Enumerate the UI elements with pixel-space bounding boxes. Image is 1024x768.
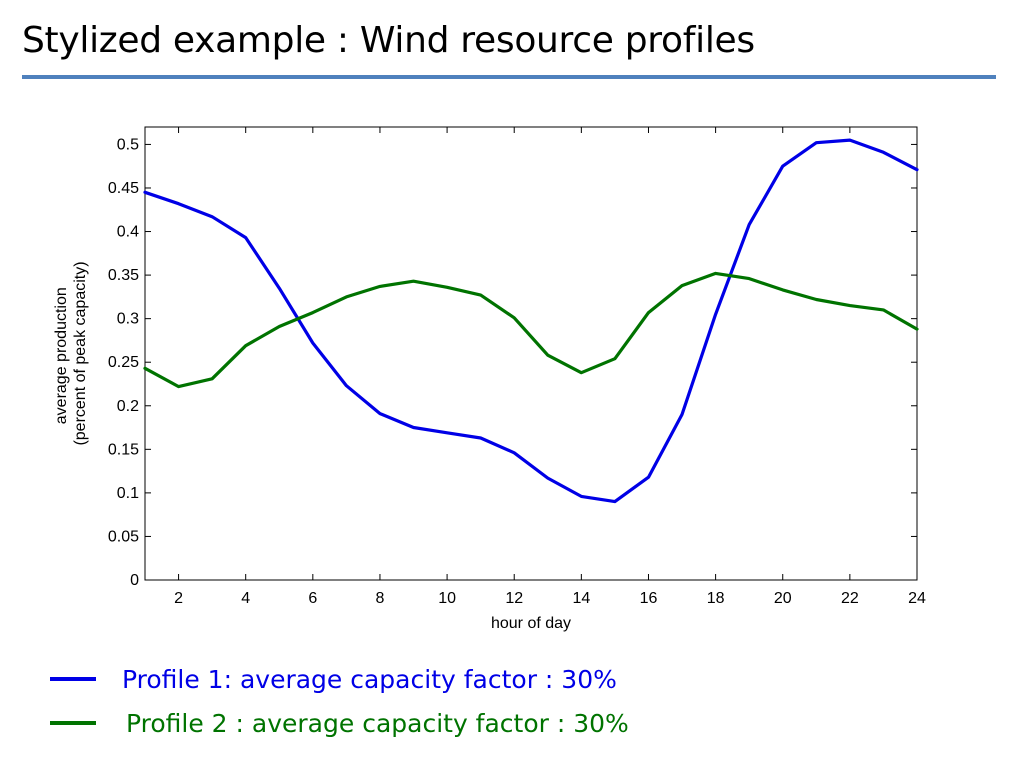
y-axis-title-line-1: average production xyxy=(53,287,70,424)
y-axis-title: average production (percent of peak capa… xyxy=(53,261,89,445)
y-tick-label: 0.3 xyxy=(117,311,139,328)
x-tick-label: 16 xyxy=(640,590,658,607)
y-tick-label: 0.4 xyxy=(117,224,139,241)
x-axis-title: hour of day xyxy=(491,615,571,632)
series-line-profile-1 xyxy=(143,138,919,504)
x-tick-label: 4 xyxy=(241,590,250,607)
plot-frame xyxy=(144,126,918,581)
legend-swatch-profile-2 xyxy=(50,721,96,725)
legend-label-profile-2: Profile 2 : average capacity factor : 30… xyxy=(126,709,629,738)
y-tick-label: 0.2 xyxy=(117,398,139,415)
slide-title: Stylized example : Wind resource profile… xyxy=(22,20,755,61)
x-tick-label: 24 xyxy=(908,590,926,607)
y-tick-label: 0.15 xyxy=(108,441,139,458)
legend-swatch-profile-1 xyxy=(50,677,96,681)
y-axis: 0 0.05 0.1 0.15 0.2 0.25 0.3 0.35 0.4 0.45 0.5 xyxy=(108,136,917,589)
y-tick-label: 0.05 xyxy=(108,528,139,545)
series-lines xyxy=(143,138,919,504)
x-tick-label: 18 xyxy=(707,590,725,607)
x-tick-label: 14 xyxy=(572,590,590,607)
y-tick-label: 0.35 xyxy=(108,267,139,284)
y-tick-label: 0.1 xyxy=(117,485,139,502)
x-tick-label: 2 xyxy=(174,590,183,607)
y-tick-label: 0.45 xyxy=(108,180,139,197)
x-tick-label: 22 xyxy=(841,590,859,607)
x-tick-label: 8 xyxy=(376,590,385,607)
x-tick-label: 10 xyxy=(438,590,456,607)
x-tick-label: 6 xyxy=(308,590,317,607)
y-tick-label: 0 xyxy=(130,572,139,589)
x-tick-label: 20 xyxy=(774,590,792,607)
plot-area-border xyxy=(144,126,918,581)
series-line-profile-2 xyxy=(143,271,919,389)
line-chart: 2 4 6 8 10 12 14 16 18 20 22 24 00.050.10.150.20.25… xyxy=(53,126,926,632)
title-rule xyxy=(22,75,996,79)
x-tick-label: 12 xyxy=(505,590,523,607)
y-axis-title-line-2: (percent of peak capacity) xyxy=(72,261,89,445)
x-axis: 2 4 6 8 10 12 14 16 18 20 22 24 xyxy=(174,127,926,607)
y-tick-label: 0.5 xyxy=(117,136,139,153)
y-tick-label: 0.25 xyxy=(108,354,139,371)
legend-label-profile-1: Profile 1: average capacity factor : 30% xyxy=(122,665,617,694)
